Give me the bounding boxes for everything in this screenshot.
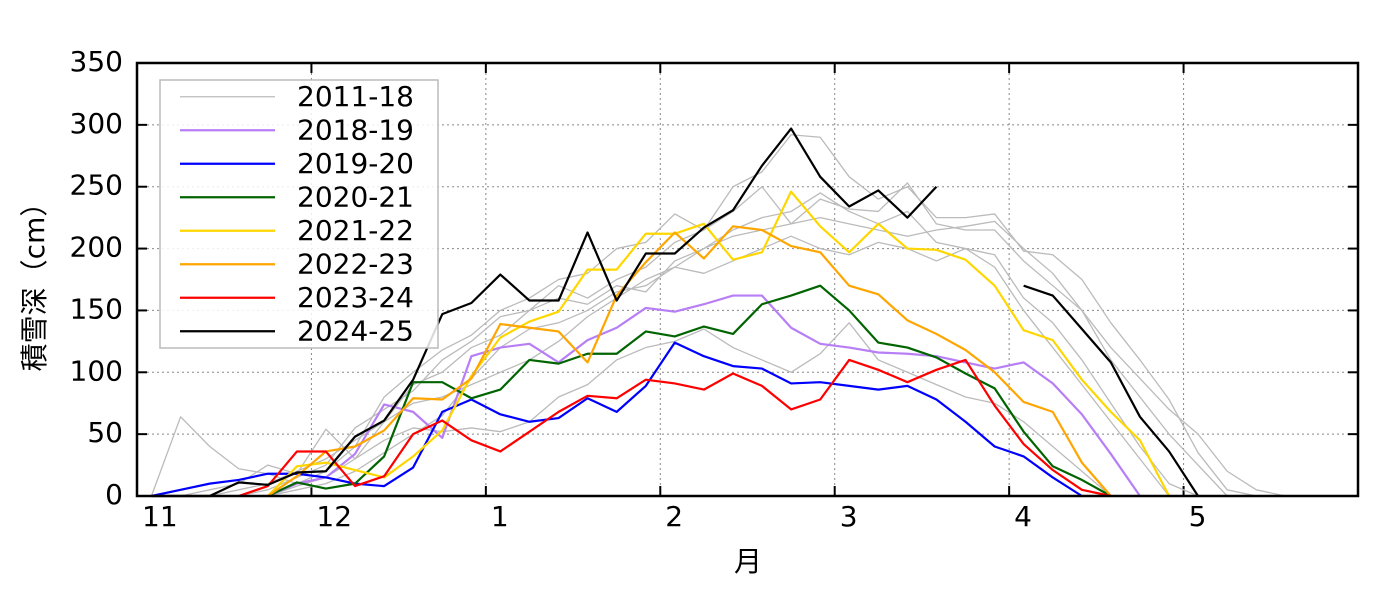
data-line: [151, 216, 1344, 497]
legend-label: 2024-25: [297, 314, 414, 347]
x-tick-label: 1: [491, 500, 509, 533]
data-line: [151, 182, 1344, 497]
plot-frame: [135, 61, 1360, 498]
y-tick-label: 200: [70, 231, 123, 264]
legend-label: 2023-24: [297, 281, 414, 314]
legend-box: [159, 79, 439, 349]
y-axis-label: 積雪深（cm）: [18, 189, 51, 372]
legend-label: 2011-18: [297, 80, 414, 113]
y-tick-label: 100: [70, 354, 123, 387]
x-tick-label: 5: [1189, 500, 1207, 533]
legend-label: 2022-23: [297, 247, 414, 280]
data-line: [150, 134, 1344, 497]
data-line: [151, 127, 938, 498]
data-line: [238, 358, 1112, 498]
data-line: [151, 192, 1344, 497]
legend-label: 2020-21: [297, 180, 414, 213]
y-tick-label: 0: [105, 478, 123, 511]
y-tick-label: 250: [70, 169, 123, 202]
legend-label: 2019-20: [297, 147, 414, 180]
x-tick-label: 3: [840, 500, 858, 533]
legend-label: 2021-22: [297, 214, 414, 247]
legend-label: 2018-19: [297, 113, 414, 146]
y-tick-label: 150: [70, 292, 123, 325]
data-line: [1023, 284, 1199, 497]
x-axis-label: 月: [734, 545, 762, 578]
x-tick-label: 2: [665, 500, 683, 533]
data-line: [267, 225, 1112, 497]
data-line: [151, 341, 1083, 498]
data-line: [267, 294, 1141, 498]
data-line: [267, 284, 1112, 497]
y-tick-label: 50: [87, 416, 123, 449]
x-tick-label: 11: [142, 500, 178, 533]
y-tick-label: 350: [70, 45, 123, 78]
data-line: [151, 322, 1344, 497]
y-tick-label: 300: [70, 107, 123, 140]
x-tick-label: 12: [316, 500, 352, 533]
x-tick-label: 4: [1014, 500, 1032, 533]
